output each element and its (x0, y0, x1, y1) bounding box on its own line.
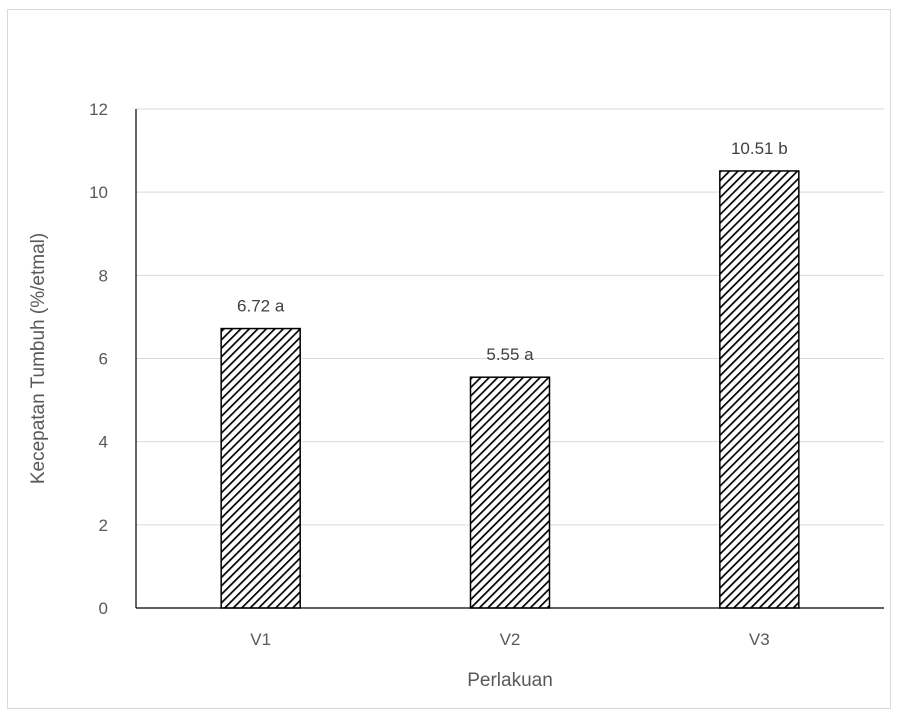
bar-v3 (719, 170, 800, 609)
y-tick-label: 8 (99, 266, 108, 285)
data-label: 5.55 a (486, 345, 534, 364)
bar-v2 (469, 376, 551, 609)
bars (220, 170, 800, 609)
y-tick-label: 6 (99, 350, 108, 369)
bar-v1 (220, 327, 301, 609)
data-label: 10.51 b (731, 139, 788, 158)
y-tick-label: 4 (99, 433, 108, 452)
x-axis-title: Perlakuan (467, 670, 553, 691)
x-tick-label: V1 (250, 630, 271, 649)
y-tick-label: 12 (89, 100, 108, 119)
y-axis-title: Kecepatan Tumbuh (%/etmal) (28, 233, 49, 484)
y-tick-label: 0 (99, 599, 108, 618)
data-label: 6.72 a (237, 297, 285, 316)
data-labels: 6.72 a 5.55 a 10.51 b (237, 139, 788, 364)
x-tick-label: V3 (749, 630, 770, 649)
y-tick-labels: 0 2 4 6 8 10 12 (89, 100, 108, 618)
y-tick-label: 2 (99, 516, 108, 535)
x-tick-labels: V1 V2 V3 (250, 630, 769, 649)
x-tick-label: V2 (500, 630, 521, 649)
y-tick-label: 10 (89, 183, 108, 202)
